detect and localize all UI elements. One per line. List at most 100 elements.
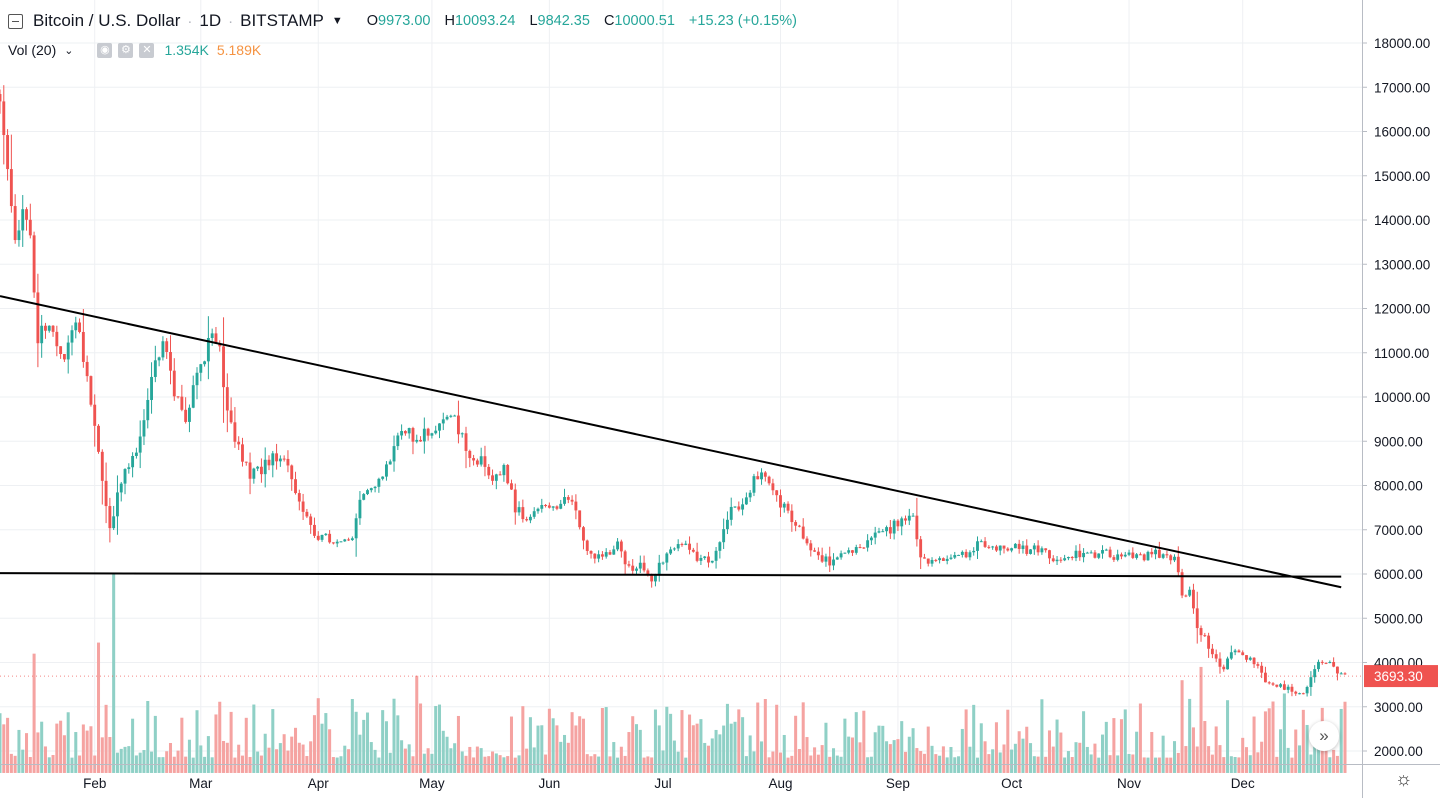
volume-bar (278, 743, 282, 773)
candle-body (725, 519, 729, 530)
trendlines[interactable] (0, 295, 1342, 589)
time-tick-label: Jun (538, 776, 560, 791)
volume-bar (475, 746, 479, 773)
volume-bar (786, 757, 790, 773)
symbol-title[interactable]: Bitcoin / U.S. Dollar (33, 11, 181, 30)
candle-body (619, 541, 623, 552)
volume-bar (51, 755, 55, 773)
volume-bar (453, 743, 457, 773)
volume-bar (843, 718, 847, 773)
volume-bar (650, 757, 654, 773)
volume-bar (900, 721, 904, 773)
volume-bar (1309, 754, 1313, 773)
double-chevron-right-icon[interactable]: » (1309, 721, 1339, 751)
volume-bar (199, 745, 203, 773)
price-tick-label: 2000.00 (1374, 744, 1423, 759)
low-label: L (529, 13, 538, 29)
candle-body (206, 337, 210, 362)
volume-bar (634, 724, 639, 773)
candle-body (331, 542, 335, 544)
volume-bar (108, 737, 112, 773)
gear-icon[interactable]: ⚙ (118, 42, 134, 58)
candle-body (960, 551, 964, 555)
volume-bar (922, 753, 926, 773)
volume-bar (1207, 746, 1211, 773)
volume-bar (400, 740, 404, 773)
candle-body (1229, 652, 1233, 659)
interval-label[interactable]: 1D (199, 11, 222, 30)
volume-bar (718, 734, 722, 773)
candle-body (669, 549, 673, 554)
candle-body (741, 504, 745, 510)
open-label: O (366, 13, 379, 29)
candle-body (1010, 548, 1014, 551)
candle-body (638, 562, 642, 569)
volume-bar (17, 729, 21, 773)
candle-body (392, 446, 396, 462)
volume-bar (722, 725, 726, 773)
candle-body (244, 461, 248, 463)
candle-body (528, 516, 532, 521)
volume-bar (225, 742, 229, 773)
volume-bar (104, 704, 108, 773)
candle-body (964, 551, 968, 558)
volume-bar (377, 757, 381, 773)
candle-body (1210, 648, 1214, 655)
candlesticks (0, 85, 1347, 697)
candle-body (343, 539, 347, 542)
candle-body (752, 476, 756, 493)
volume-bar (547, 708, 551, 773)
candle-body (1006, 548, 1010, 551)
candle-body (142, 420, 146, 437)
volume-bar (1165, 757, 1169, 773)
candle-body (350, 538, 354, 541)
collapse-icon[interactable] (8, 13, 23, 29)
candle-body (847, 550, 851, 553)
volume-bar (294, 727, 298, 773)
volume-bar (354, 711, 358, 773)
candle-body (1089, 552, 1093, 554)
volume-bar (1282, 693, 1286, 773)
grid (0, 0, 1362, 764)
candle-body (278, 458, 282, 462)
volume-bar (153, 715, 157, 773)
volume-bar (494, 753, 498, 773)
volume-bar (574, 725, 578, 773)
candle-body (510, 483, 513, 490)
eye-icon[interactable]: ◉ (97, 42, 113, 58)
candle-body (51, 325, 55, 332)
candle-body (134, 452, 138, 456)
volume-bar (419, 703, 423, 773)
volume-bar (778, 752, 782, 773)
price-tick-label: 3000.00 (1374, 700, 1423, 715)
volume-bar (195, 710, 199, 773)
volume-bar (657, 725, 661, 773)
close-label: C (603, 13, 615, 29)
candle-body (275, 453, 279, 462)
volume-bar (222, 740, 226, 773)
volume-bar (1316, 747, 1320, 773)
volume-bar (695, 723, 699, 773)
volume-bar (555, 725, 559, 773)
high-value: 10093.24 (454, 13, 516, 29)
chevron-down-icon[interactable]: ▼ (331, 15, 343, 27)
candle-body (574, 501, 578, 511)
volume-bar (775, 704, 779, 773)
candle-body (1082, 552, 1086, 558)
volume-label[interactable]: Vol (20) (8, 42, 57, 58)
volume-bar (335, 757, 339, 773)
candle-body (324, 533, 328, 535)
candle-body (934, 559, 938, 561)
volume-bar (1093, 743, 1097, 773)
last-price-label-bg (1364, 665, 1438, 688)
volume-bar (919, 751, 923, 773)
candle-body (366, 490, 369, 495)
close-icon[interactable]: ✕ (139, 42, 155, 58)
candle-body (1245, 655, 1248, 660)
gear-icon[interactable]: ☼ (1395, 769, 1413, 790)
candle-body (566, 497, 570, 500)
chevron-down-icon[interactable]: ⌄ (64, 44, 74, 57)
candle-body (403, 431, 407, 434)
candle-body (335, 541, 339, 544)
